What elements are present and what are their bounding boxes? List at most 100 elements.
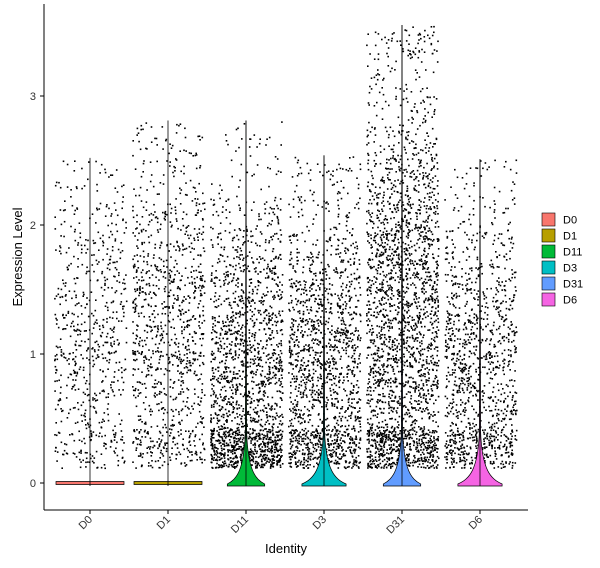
point <box>274 199 276 202</box>
point <box>242 270 245 273</box>
point <box>227 318 229 321</box>
point <box>113 381 115 383</box>
point <box>234 331 237 333</box>
point <box>140 279 143 282</box>
point <box>95 357 98 360</box>
point <box>150 414 152 416</box>
point <box>337 436 339 438</box>
point <box>161 407 164 409</box>
point <box>343 379 345 382</box>
point <box>159 334 162 337</box>
point <box>324 290 327 292</box>
point <box>264 423 266 426</box>
point <box>210 274 213 276</box>
point <box>290 424 292 427</box>
point <box>154 243 157 246</box>
point <box>215 306 218 309</box>
point <box>257 463 260 465</box>
point <box>82 295 84 297</box>
point <box>78 329 81 332</box>
point <box>142 279 145 282</box>
point <box>274 377 277 379</box>
point <box>315 448 318 451</box>
point <box>239 229 242 231</box>
point <box>314 444 317 446</box>
point <box>339 167 342 170</box>
point <box>212 378 214 380</box>
point <box>142 128 144 131</box>
point <box>271 313 273 316</box>
point <box>223 439 226 442</box>
point <box>241 284 243 287</box>
point <box>191 430 194 433</box>
point <box>340 457 342 460</box>
point <box>85 457 88 460</box>
point <box>56 451 59 453</box>
point <box>349 368 351 371</box>
point <box>281 319 283 321</box>
point <box>152 284 155 287</box>
point <box>276 291 278 293</box>
point <box>188 319 191 322</box>
point <box>325 278 327 280</box>
point <box>317 463 319 466</box>
point <box>184 284 186 287</box>
point <box>329 373 331 375</box>
point <box>293 334 295 336</box>
point <box>212 429 215 432</box>
point <box>241 313 244 316</box>
point <box>245 234 248 237</box>
point <box>242 434 245 437</box>
point <box>247 240 249 242</box>
point <box>250 371 252 373</box>
point <box>211 388 213 390</box>
point <box>324 164 326 166</box>
point <box>198 182 200 185</box>
point <box>151 386 154 388</box>
point <box>234 452 236 454</box>
point <box>210 198 212 201</box>
point <box>315 351 318 354</box>
point <box>265 294 268 296</box>
point <box>266 411 268 413</box>
point <box>158 287 160 290</box>
point <box>236 464 239 467</box>
point <box>221 443 224 445</box>
point <box>199 378 201 380</box>
point <box>171 453 173 455</box>
point <box>60 349 63 351</box>
point <box>326 381 328 384</box>
point <box>132 306 135 309</box>
point <box>288 456 291 458</box>
point <box>175 458 177 460</box>
point <box>352 156 355 158</box>
point <box>321 387 323 390</box>
point <box>329 454 332 457</box>
point <box>281 413 283 416</box>
point <box>169 311 171 314</box>
point <box>210 433 213 435</box>
point <box>189 297 191 299</box>
point <box>250 416 252 419</box>
point <box>197 209 199 211</box>
point <box>267 276 270 279</box>
point <box>59 338 62 340</box>
point <box>308 400 311 403</box>
point <box>133 429 135 431</box>
point <box>334 427 336 429</box>
point <box>222 206 224 208</box>
point <box>202 417 205 419</box>
point <box>194 290 196 293</box>
point <box>138 392 141 395</box>
point <box>74 355 77 358</box>
point <box>251 335 253 337</box>
point <box>330 434 332 436</box>
point <box>331 455 334 458</box>
point <box>241 361 244 363</box>
point <box>189 179 192 182</box>
point <box>226 314 229 317</box>
point <box>262 393 265 396</box>
point <box>344 269 346 272</box>
point <box>324 427 326 430</box>
point <box>345 286 347 289</box>
